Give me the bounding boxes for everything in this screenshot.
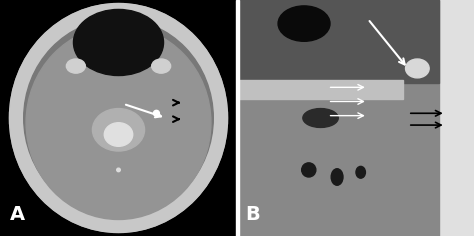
Ellipse shape <box>9 4 228 232</box>
Ellipse shape <box>356 166 365 178</box>
Ellipse shape <box>26 26 211 219</box>
Text: A: A <box>9 205 25 224</box>
Bar <box>238 80 403 99</box>
Ellipse shape <box>92 109 145 151</box>
Bar <box>438 0 474 236</box>
Ellipse shape <box>66 59 85 73</box>
Ellipse shape <box>152 59 171 73</box>
Ellipse shape <box>406 59 429 78</box>
Ellipse shape <box>104 123 133 146</box>
Ellipse shape <box>154 110 159 116</box>
Ellipse shape <box>9 4 228 232</box>
Ellipse shape <box>24 19 213 217</box>
Ellipse shape <box>301 163 316 177</box>
Ellipse shape <box>278 6 330 41</box>
Bar <box>238 0 438 83</box>
Ellipse shape <box>73 9 164 76</box>
Ellipse shape <box>117 168 120 172</box>
Bar <box>238 0 438 236</box>
Ellipse shape <box>303 109 338 127</box>
Text: B: B <box>245 205 260 224</box>
Ellipse shape <box>331 169 343 185</box>
